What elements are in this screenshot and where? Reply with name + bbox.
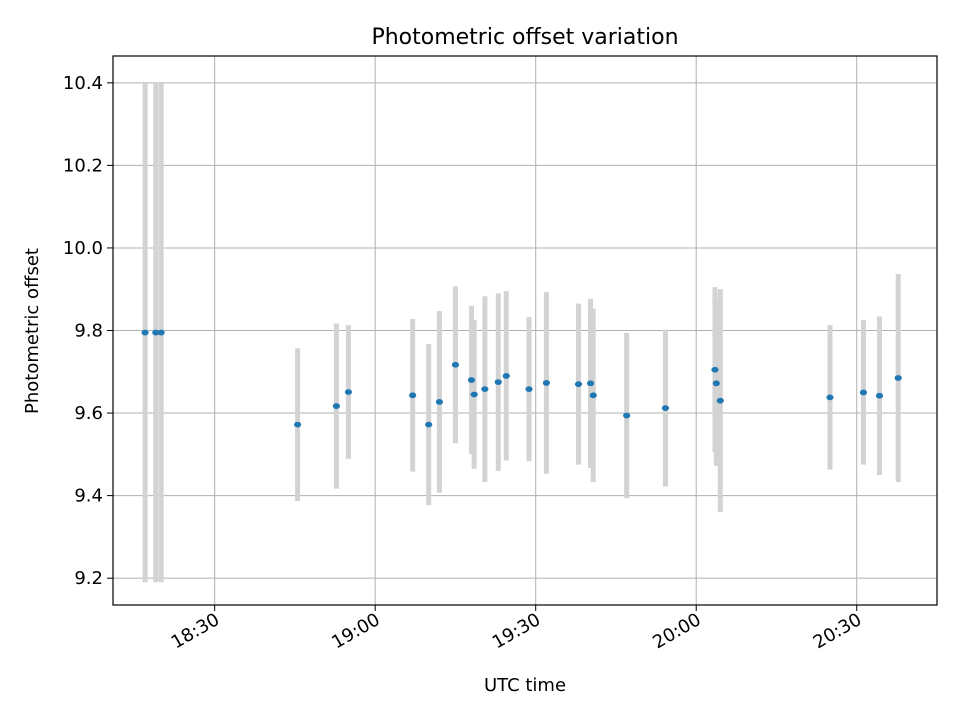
data-point <box>586 380 595 387</box>
data-point <box>712 380 720 387</box>
data-point <box>623 412 631 419</box>
data-point <box>409 392 417 399</box>
data-point <box>344 389 353 395</box>
y-tick-label: 9.2 <box>74 568 103 589</box>
data-point <box>875 392 884 399</box>
data-point <box>332 403 340 409</box>
data-point <box>711 366 719 373</box>
data-point <box>157 329 165 336</box>
x-axis-label: UTC time <box>484 675 566 696</box>
data-point <box>502 373 510 379</box>
y-tick-label: 9.6 <box>74 403 103 424</box>
data-point <box>826 394 834 401</box>
grid <box>113 56 937 605</box>
data-point <box>435 399 443 405</box>
data-point <box>293 421 302 428</box>
data-point <box>716 397 724 404</box>
y-axis-label: Photometric offset <box>22 248 43 414</box>
y-tick-label: 10.4 <box>63 73 103 94</box>
y-tick-label: 10.0 <box>63 238 103 259</box>
data-point <box>894 375 902 381</box>
data-point <box>542 380 551 386</box>
chart-title: Photometric offset variation <box>371 25 678 50</box>
data-point <box>451 361 460 368</box>
data-point <box>494 379 502 385</box>
data-point <box>152 329 160 336</box>
data-point <box>470 391 478 398</box>
y-tick-label: 9.8 <box>74 321 103 342</box>
data-point <box>141 329 149 336</box>
data-points <box>141 329 902 428</box>
data-point <box>467 377 476 383</box>
data-point <box>574 381 583 388</box>
data-point <box>859 389 868 396</box>
y-axis-ticks: 9.2 9.4 9.6 9.8 10.0 10.2 10.4 <box>63 73 113 589</box>
data-point <box>589 392 597 399</box>
data-point <box>425 421 433 428</box>
data-point <box>481 386 489 393</box>
y-tick-label: 10.2 <box>63 155 103 176</box>
y-tick-label: 9.4 <box>74 486 103 507</box>
data-point <box>525 386 533 393</box>
data-point <box>661 405 670 412</box>
